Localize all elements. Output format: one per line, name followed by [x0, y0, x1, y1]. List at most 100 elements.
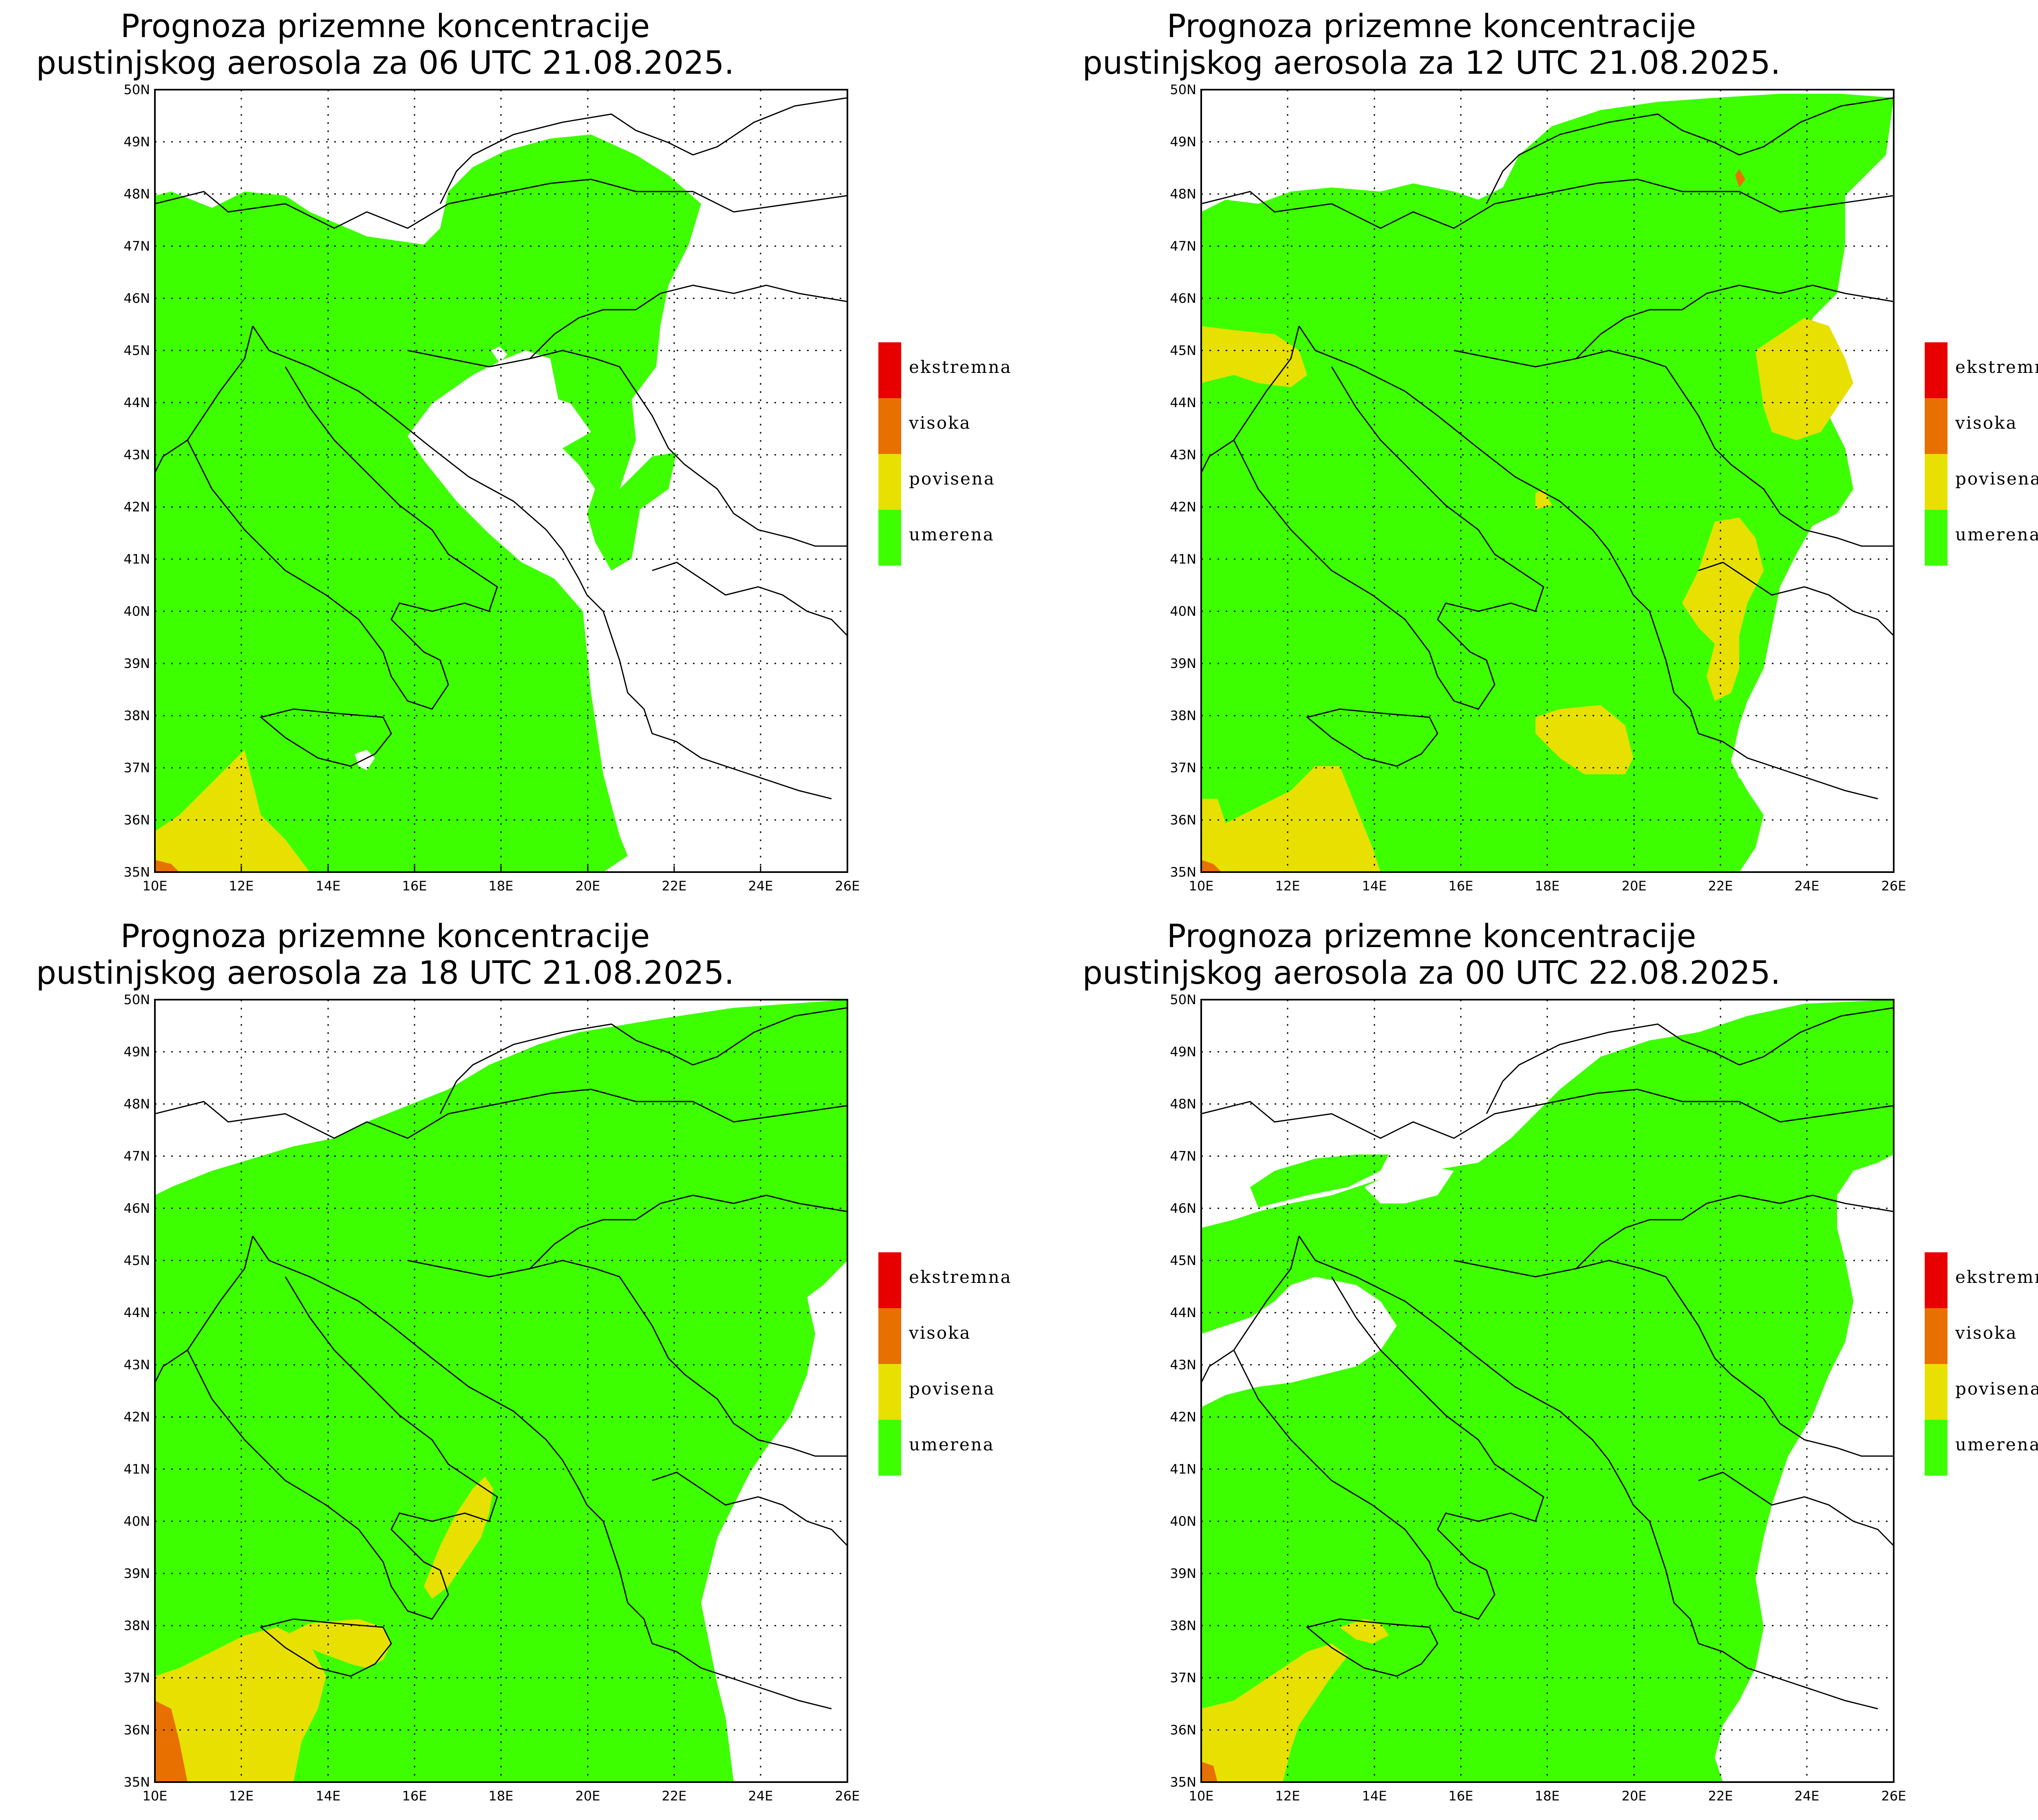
- legend-label: umerena: [1955, 1434, 2038, 1454]
- lat-label: 49N: [1170, 134, 1196, 150]
- lat-label: 50N: [1170, 992, 1196, 1007]
- lon-label: 20E: [1622, 878, 1647, 894]
- lat-label: 38N: [1170, 708, 1196, 723]
- lat-label: 39N: [1170, 1566, 1196, 1581]
- lon-label: 24E: [748, 1788, 773, 1804]
- legend-swatch: [1925, 1420, 1948, 1476]
- lat-label: 50N: [124, 992, 150, 1007]
- lon-labels: 10E 12E 14E 16E 18E 20E 22E 24E 26E: [143, 1788, 860, 1804]
- legend-swatch: [878, 398, 901, 454]
- lon-label: 12E: [229, 1788, 254, 1804]
- visoka-area: [155, 860, 179, 872]
- legend-swatch: [878, 1364, 901, 1420]
- legend-label: povisena: [909, 1379, 995, 1399]
- title-line-2: pustinjskog aerosola za 00 UTC 22.08.202…: [1082, 955, 1781, 992]
- coastlines-borders: [154, 1007, 848, 1710]
- title-line-1: Prognoza prizemne koncentracije: [120, 918, 650, 955]
- legend-swatch: [878, 454, 901, 510]
- lat-label: 44N: [1170, 1305, 1196, 1320]
- legend-label: visoka: [909, 1323, 971, 1343]
- lat-label: 42N: [124, 499, 150, 515]
- panel-title: Prognoza prizemne koncentracije pustinjs…: [1046, 918, 1817, 992]
- visoka-area: [1735, 169, 1745, 187]
- lat-label: 38N: [124, 1618, 150, 1633]
- lon-label: 14E: [316, 878, 341, 894]
- legend-label: umerena: [1955, 524, 2038, 544]
- umerena-blob: [1250, 1155, 1389, 1207]
- legend-swatch: [878, 1252, 901, 1308]
- lat-label: 44N: [124, 395, 150, 410]
- umerena-gap: [1731, 750, 1756, 778]
- forecast-map: 10E 12E 14E 16E 18E 20E 22E 24E 26E 35N …: [124, 82, 860, 894]
- povisena-area: [1756, 318, 1853, 440]
- lat-lon-grid: [1201, 90, 1894, 872]
- title-line-1: Prognoza prizemne koncentracije: [120, 8, 650, 45]
- lat-label: 43N: [124, 447, 150, 463]
- lat-label: 40N: [124, 1514, 150, 1529]
- povisena-area: [1201, 766, 1381, 872]
- lat-label: 36N: [1170, 812, 1196, 828]
- lat-label: 37N: [1170, 760, 1196, 776]
- lat-label: 42N: [1170, 499, 1196, 515]
- lon-label: 14E: [1362, 1788, 1387, 1804]
- legend-label: visoka: [909, 413, 971, 433]
- lon-label: 24E: [748, 878, 773, 894]
- lat-label: 37N: [124, 1670, 150, 1686]
- povisena-area: [1535, 489, 1552, 509]
- visoka-area: [1201, 1762, 1218, 1782]
- lon-label: 16E: [1449, 878, 1473, 894]
- lat-label: 41N: [124, 1461, 150, 1477]
- legend-swatch: [1925, 454, 1948, 510]
- lat-label: 35N: [124, 1774, 150, 1790]
- visoka-area: [155, 1701, 187, 1782]
- lat-label: 48N: [1170, 1096, 1196, 1112]
- lat-label: 49N: [124, 134, 150, 150]
- lon-label: 26E: [1881, 878, 1906, 894]
- lat-labels: 35N 36N 37N 38N 39N 40N 41N 42N 43N 44N …: [1170, 82, 1196, 880]
- forecast-panel-06utc: Prognoza prizemne koncentracije pustinjs…: [0, 0, 1046, 910]
- lat-label: 49N: [1170, 1044, 1196, 1060]
- lat-label: 50N: [1170, 82, 1196, 97]
- lat-label: 46N: [124, 1201, 150, 1216]
- legend-label: povisena: [909, 469, 995, 489]
- lat-label: 45N: [124, 1253, 150, 1268]
- lon-label: 22E: [662, 878, 687, 894]
- lat-label: 44N: [124, 1305, 150, 1320]
- lon-label: 22E: [1708, 878, 1733, 894]
- lat-label: 35N: [1170, 864, 1196, 880]
- legend-swatch: [1925, 1252, 1948, 1308]
- coastlines-borders: [1200, 1007, 1895, 1710]
- lat-label: 43N: [1170, 1357, 1196, 1373]
- lon-label: 26E: [835, 1788, 860, 1804]
- concentration-fields: [155, 134, 701, 872]
- lat-label: 46N: [1170, 291, 1196, 306]
- legend-swatch: [1925, 1308, 1948, 1364]
- lat-label: 49N: [124, 1044, 150, 1060]
- lat-lon-grid: [155, 1000, 847, 1782]
- umerena-gap: [491, 346, 507, 363]
- legend-swatch: [878, 1420, 901, 1476]
- legend-label: visoka: [1955, 1323, 2018, 1343]
- lat-label: 44N: [1170, 395, 1196, 410]
- forecast-map: 10E 12E 14E 16E 18E 20E 22E 24E 26E 35N …: [1170, 992, 1906, 1804]
- lon-label: 14E: [316, 1788, 341, 1804]
- lat-label: 40N: [1170, 604, 1196, 619]
- lat-label: 48N: [124, 186, 150, 202]
- forecast-panel-18utc: Prognoza prizemne koncentracije pustinjs…: [0, 910, 1046, 1820]
- legend-swatch: [1925, 1364, 1948, 1420]
- lat-label: 45N: [124, 343, 150, 358]
- lon-label: 20E: [1622, 1788, 1647, 1804]
- povisena-area: [285, 1619, 391, 1668]
- povisena-area: [155, 1627, 326, 1782]
- umerena-gap: [155, 1138, 171, 1163]
- map-frame: [1200, 999, 1895, 1783]
- lat-label: 40N: [124, 604, 150, 619]
- legend-swatch: [878, 510, 901, 566]
- lat-label: 41N: [124, 551, 150, 567]
- lat-label: 42N: [124, 1409, 150, 1425]
- lon-label: 10E: [1189, 878, 1214, 894]
- lon-label: 10E: [1189, 1788, 1214, 1804]
- forecast-map: 10E 12E 14E 16E 18E 20E 22E 24E 26E 35N …: [124, 992, 860, 1804]
- panel-title: Prognoza prizemne koncentracije pustinjs…: [0, 8, 770, 82]
- lat-label: 41N: [1170, 551, 1196, 567]
